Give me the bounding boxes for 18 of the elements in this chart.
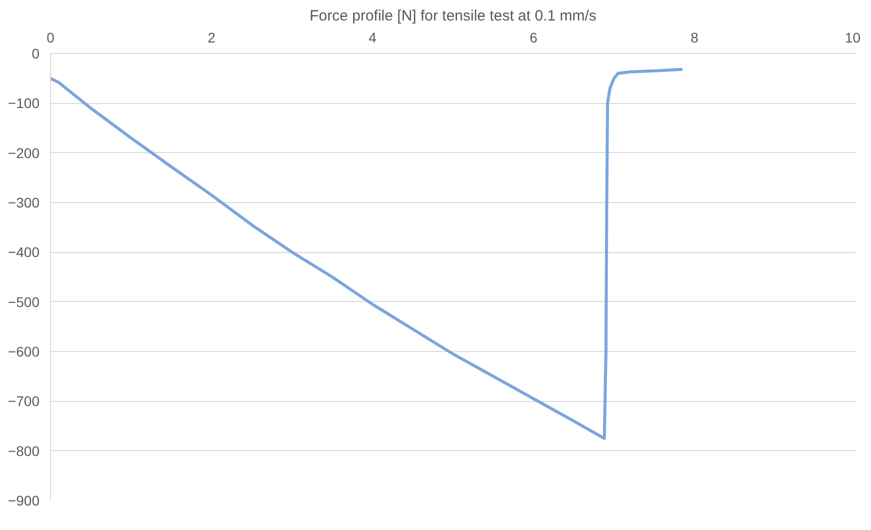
y-tick-label: −700 [8, 393, 40, 410]
x-tick-label: 10 [844, 30, 861, 46]
y-tick-label: −100 [8, 95, 40, 112]
y-tick-label: −200 [8, 144, 40, 161]
y-tick-label: −600 [8, 344, 40, 360]
y-tick-label: −300 [8, 194, 40, 210]
x-tick-label: 4 [368, 30, 377, 46]
line-series [50, 68, 684, 440]
y-tick-label: −500 [8, 294, 40, 310]
y-tick-label: 0 [32, 46, 40, 62]
chart-title: Force profile [N] for tensile test at 0.1 mm/s [310, 8, 596, 24]
x-tick-label: 0 [46, 30, 55, 46]
x-tick-label: 6 [530, 30, 538, 46]
y-tick-label: −800 [8, 442, 40, 459]
y-tick-label: −900 [8, 492, 40, 508]
y-tick-label: −400 [8, 244, 40, 260]
x-tick-label: 8 [690, 30, 699, 46]
x-tick-label: 2 [208, 30, 216, 46]
